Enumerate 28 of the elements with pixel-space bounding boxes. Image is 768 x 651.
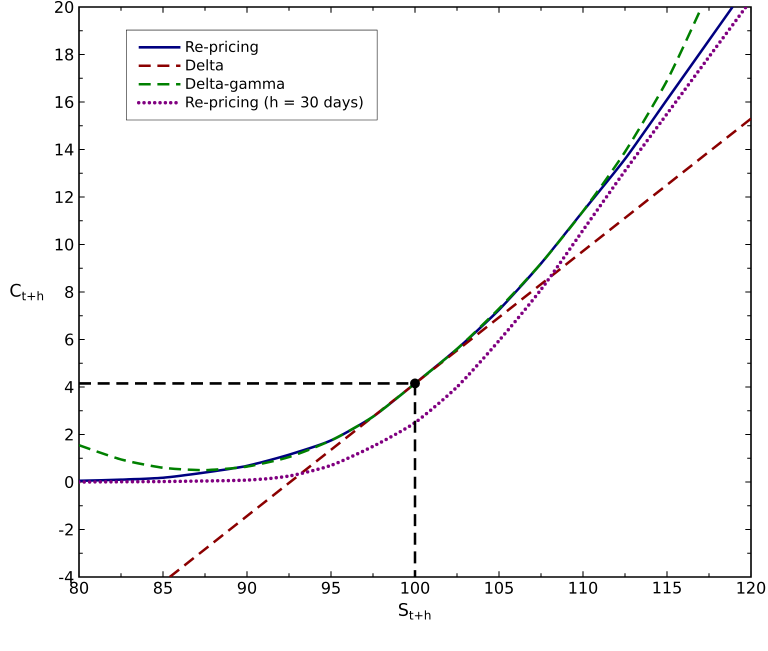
y-tick-label: -4	[59, 571, 74, 583]
x-tick-label: 105	[485, 582, 513, 594]
x-tick-label: 120	[737, 582, 766, 594]
y-tick-label: 6	[65, 333, 74, 346]
x-tick-label: 80	[70, 582, 88, 594]
y-tick-label: 0	[65, 476, 74, 488]
x-tick-label: 110	[569, 582, 598, 594]
legend-label: Re-pricing	[186, 40, 258, 55]
y-tick-label: 18	[56, 48, 74, 61]
x-tick-label: 85	[154, 582, 172, 594]
y-tick-label: 10	[56, 238, 74, 251]
x-tick-label: 115	[653, 582, 681, 594]
y-axis-title: C$_{t+h}$	[10, 284, 44, 300]
y-tick-label: 8	[65, 286, 74, 298]
y-tick-label: 20	[55, 0, 74, 14]
y-tick-label: -2	[59, 524, 73, 536]
x-axis-title: S$_{t+h}$	[399, 602, 430, 620]
y-tick-label: 2	[65, 428, 73, 440]
y-tick-label: 16	[56, 96, 74, 108]
legend-label: Re-pricing (h = 30 days)	[186, 96, 363, 110]
legend-label: Delta-gamma	[186, 78, 284, 92]
x-tick-label: 90	[238, 582, 256, 594]
legend-label: Delta	[186, 59, 223, 71]
y-tick-label: 12	[56, 191, 73, 203]
x-tick-label: 100	[401, 582, 430, 594]
y-tick-label: 4	[64, 381, 74, 393]
y-tick-label: 14	[56, 144, 74, 156]
x-tick-label: 95	[322, 582, 340, 594]
